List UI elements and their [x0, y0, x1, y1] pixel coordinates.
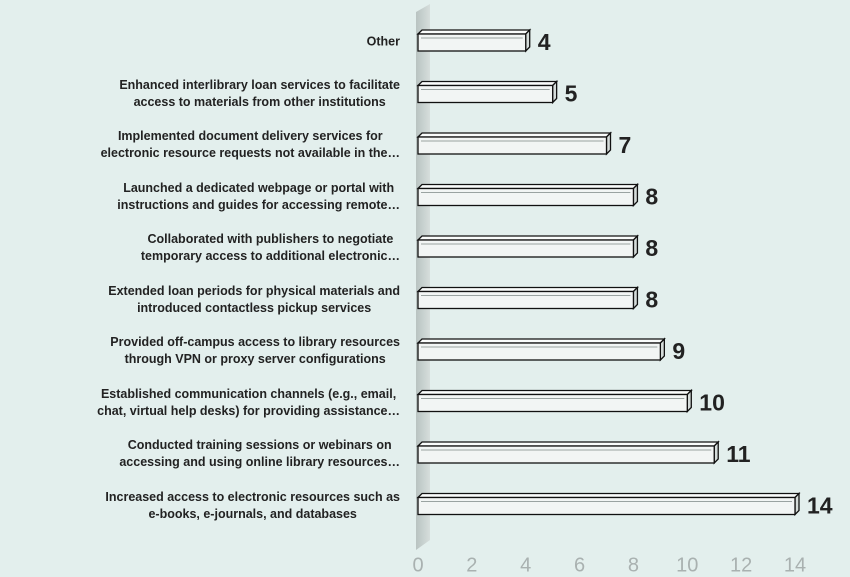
x-tick-label: 8	[628, 554, 639, 576]
value-label: 7	[619, 132, 632, 158]
bar	[417, 445, 715, 464]
bar	[417, 239, 635, 258]
bar	[417, 393, 688, 413]
value-label: 8	[645, 287, 658, 313]
category-label: Increased access to electronic resources…	[105, 489, 400, 521]
category-label: Enhanced interlibrary loan services to f…	[119, 77, 400, 109]
x-tick-label: 14	[784, 554, 806, 576]
category-label: Provided off-campus access to library re…	[110, 335, 400, 366]
value-label: 11	[726, 441, 751, 467]
value-label: 8	[645, 235, 658, 261]
bar	[417, 496, 796, 516]
value-label: 8	[645, 184, 658, 210]
category-label: Other	[366, 34, 400, 49]
category-label: Implemented document delivery services f…	[100, 129, 400, 160]
value-label: 5	[565, 81, 578, 107]
bar	[417, 342, 662, 361]
value-label: 9	[672, 338, 685, 364]
bar	[417, 84, 554, 104]
x-tick-label: 10	[676, 554, 698, 576]
category-label: Launched a dedicated webpage or portal w…	[117, 180, 400, 212]
x-tick-label: 12	[730, 554, 752, 576]
category-label: Collaborated with publishers to negotiat…	[140, 232, 400, 263]
bar	[417, 187, 635, 207]
category-label: Extended loan periods for physical mater…	[108, 283, 400, 315]
x-tick-label: 2	[466, 554, 477, 576]
bar	[417, 136, 608, 155]
value-label: 14	[807, 493, 833, 519]
bar	[417, 33, 527, 52]
value-label: 10	[699, 390, 725, 416]
category-label: Conducted training sessions or webinars …	[119, 438, 400, 469]
category-label: Established communication channels (e.g.…	[97, 386, 400, 418]
value-label: 4	[538, 29, 551, 55]
x-tick-label: 0	[412, 554, 423, 576]
bar	[417, 290, 635, 310]
x-tick-label: 6	[574, 554, 585, 576]
x-tick-label: 4	[520, 554, 531, 576]
